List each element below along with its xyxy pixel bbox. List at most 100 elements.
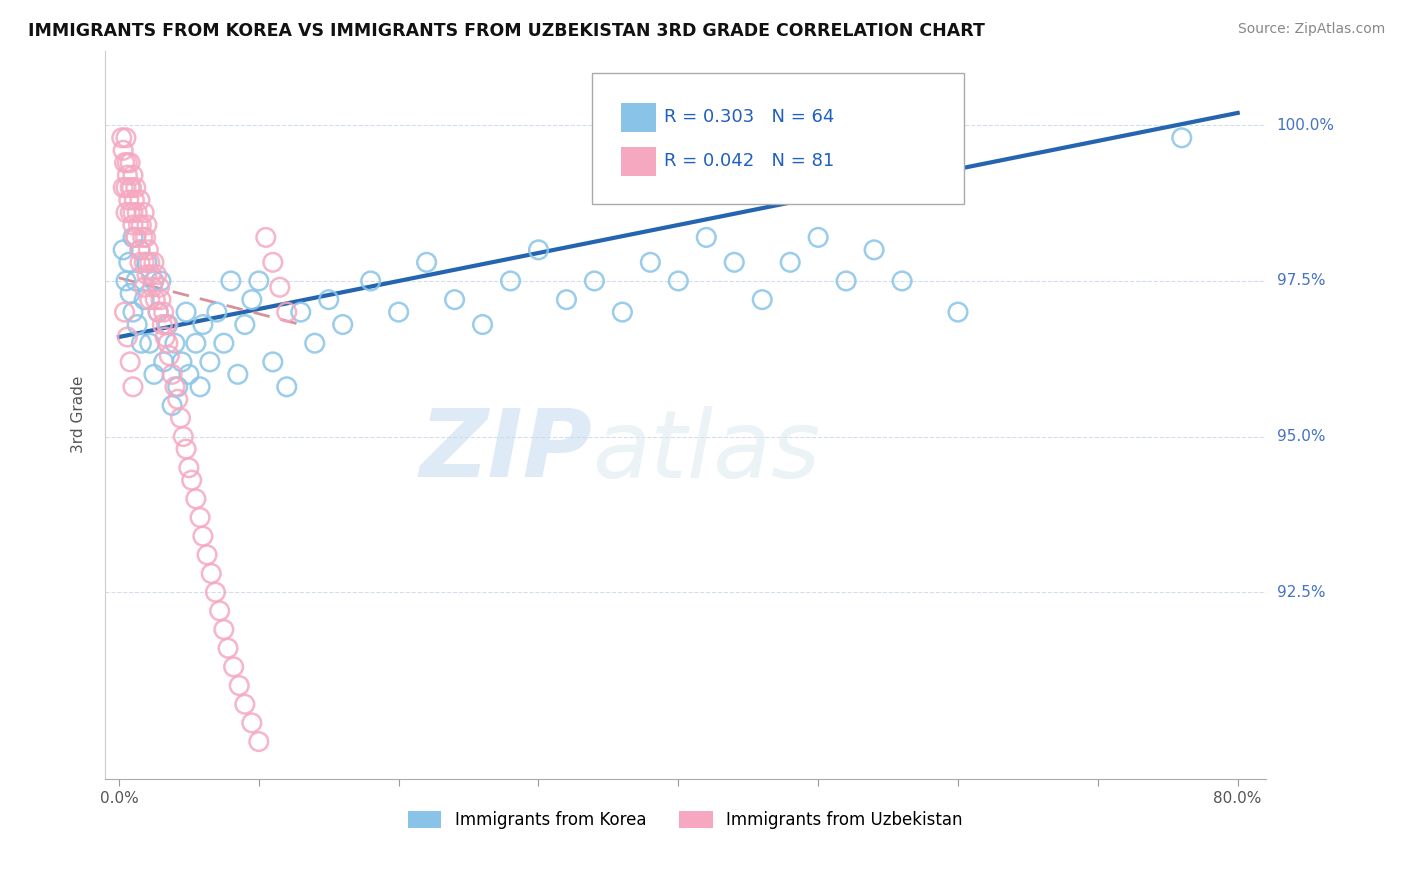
Point [388,305,411,319]
Point [212,336,235,351]
Point [138,336,160,351]
Point [114,155,136,169]
Point [172,429,194,443]
Point [276,380,298,394]
Point [212,623,235,637]
Point [122,305,145,319]
Point [129,243,152,257]
Point [146,305,169,319]
Point [141,280,163,294]
Point [134,205,156,219]
Point [149,293,172,307]
Point [152,355,174,369]
Point [150,318,173,332]
Point [152,305,174,319]
Point [120,205,142,219]
Text: Source: ZipAtlas.com: Source: ZipAtlas.com [1237,22,1385,37]
Point [254,230,277,244]
Point [155,318,177,332]
Point [208,604,231,618]
Point [170,355,193,369]
Point [177,368,200,382]
Point [723,255,745,269]
Point [612,305,634,319]
FancyBboxPatch shape [621,103,657,132]
Point [129,255,152,269]
Text: IMMIGRANTS FROM KOREA VS IMMIGRANTS FROM UZBEKISTAN 3RD GRADE CORRELATION CHART: IMMIGRANTS FROM KOREA VS IMMIGRANTS FROM… [28,22,986,40]
Point [290,305,312,319]
Point [115,205,138,219]
Point [184,491,207,506]
Point [122,218,145,232]
Point [527,243,550,257]
Point [142,368,165,382]
Point [779,255,801,269]
Point [125,230,148,244]
Text: ZIP: ZIP [419,405,592,497]
Point [188,510,211,524]
Point [891,274,914,288]
Point [205,305,228,319]
Point [112,243,135,257]
Point [112,143,135,157]
Point [191,318,214,332]
Point [332,318,354,332]
Point [139,268,162,282]
Point [131,218,153,232]
Text: R = 0.303   N = 64: R = 0.303 N = 64 [665,108,835,126]
Point [112,180,135,194]
Point [262,355,284,369]
Point [247,274,270,288]
Point [142,274,165,288]
Point [160,399,183,413]
FancyBboxPatch shape [621,147,657,176]
Point [121,180,143,194]
Point [228,679,250,693]
Point [443,293,465,307]
Text: 100.0%: 100.0% [1277,118,1334,133]
Point [127,318,149,332]
Point [125,274,148,288]
Text: R = 0.042   N = 81: R = 0.042 N = 81 [665,152,835,169]
Point [751,293,773,307]
Point [191,529,214,543]
Point [695,230,717,244]
Point [200,566,222,581]
Point [135,230,157,244]
Point [115,180,138,194]
Point [134,280,156,294]
Point [138,243,160,257]
Point [125,230,148,244]
Point [115,274,138,288]
Point [318,293,340,307]
Point [195,548,218,562]
Point [174,305,197,319]
Point [120,286,142,301]
Point [415,255,437,269]
Point [156,318,179,332]
Point [118,255,141,269]
Point [160,368,183,382]
FancyBboxPatch shape [592,72,965,203]
Point [157,349,180,363]
Point [666,274,689,288]
Point [117,155,139,169]
Point [807,230,830,244]
Point [120,155,142,169]
Point [233,318,256,332]
Point [118,193,141,207]
Point [145,268,167,282]
Point [946,305,969,319]
Point [188,380,211,394]
Point [835,274,858,288]
Point [360,274,382,288]
Point [166,380,188,394]
Point [132,230,155,244]
Point [184,336,207,351]
Y-axis label: 3rd Grade: 3rd Grade [72,376,86,453]
Point [233,697,256,711]
Point [640,255,662,269]
Point [555,293,578,307]
Point [174,442,197,456]
Point [219,274,242,288]
